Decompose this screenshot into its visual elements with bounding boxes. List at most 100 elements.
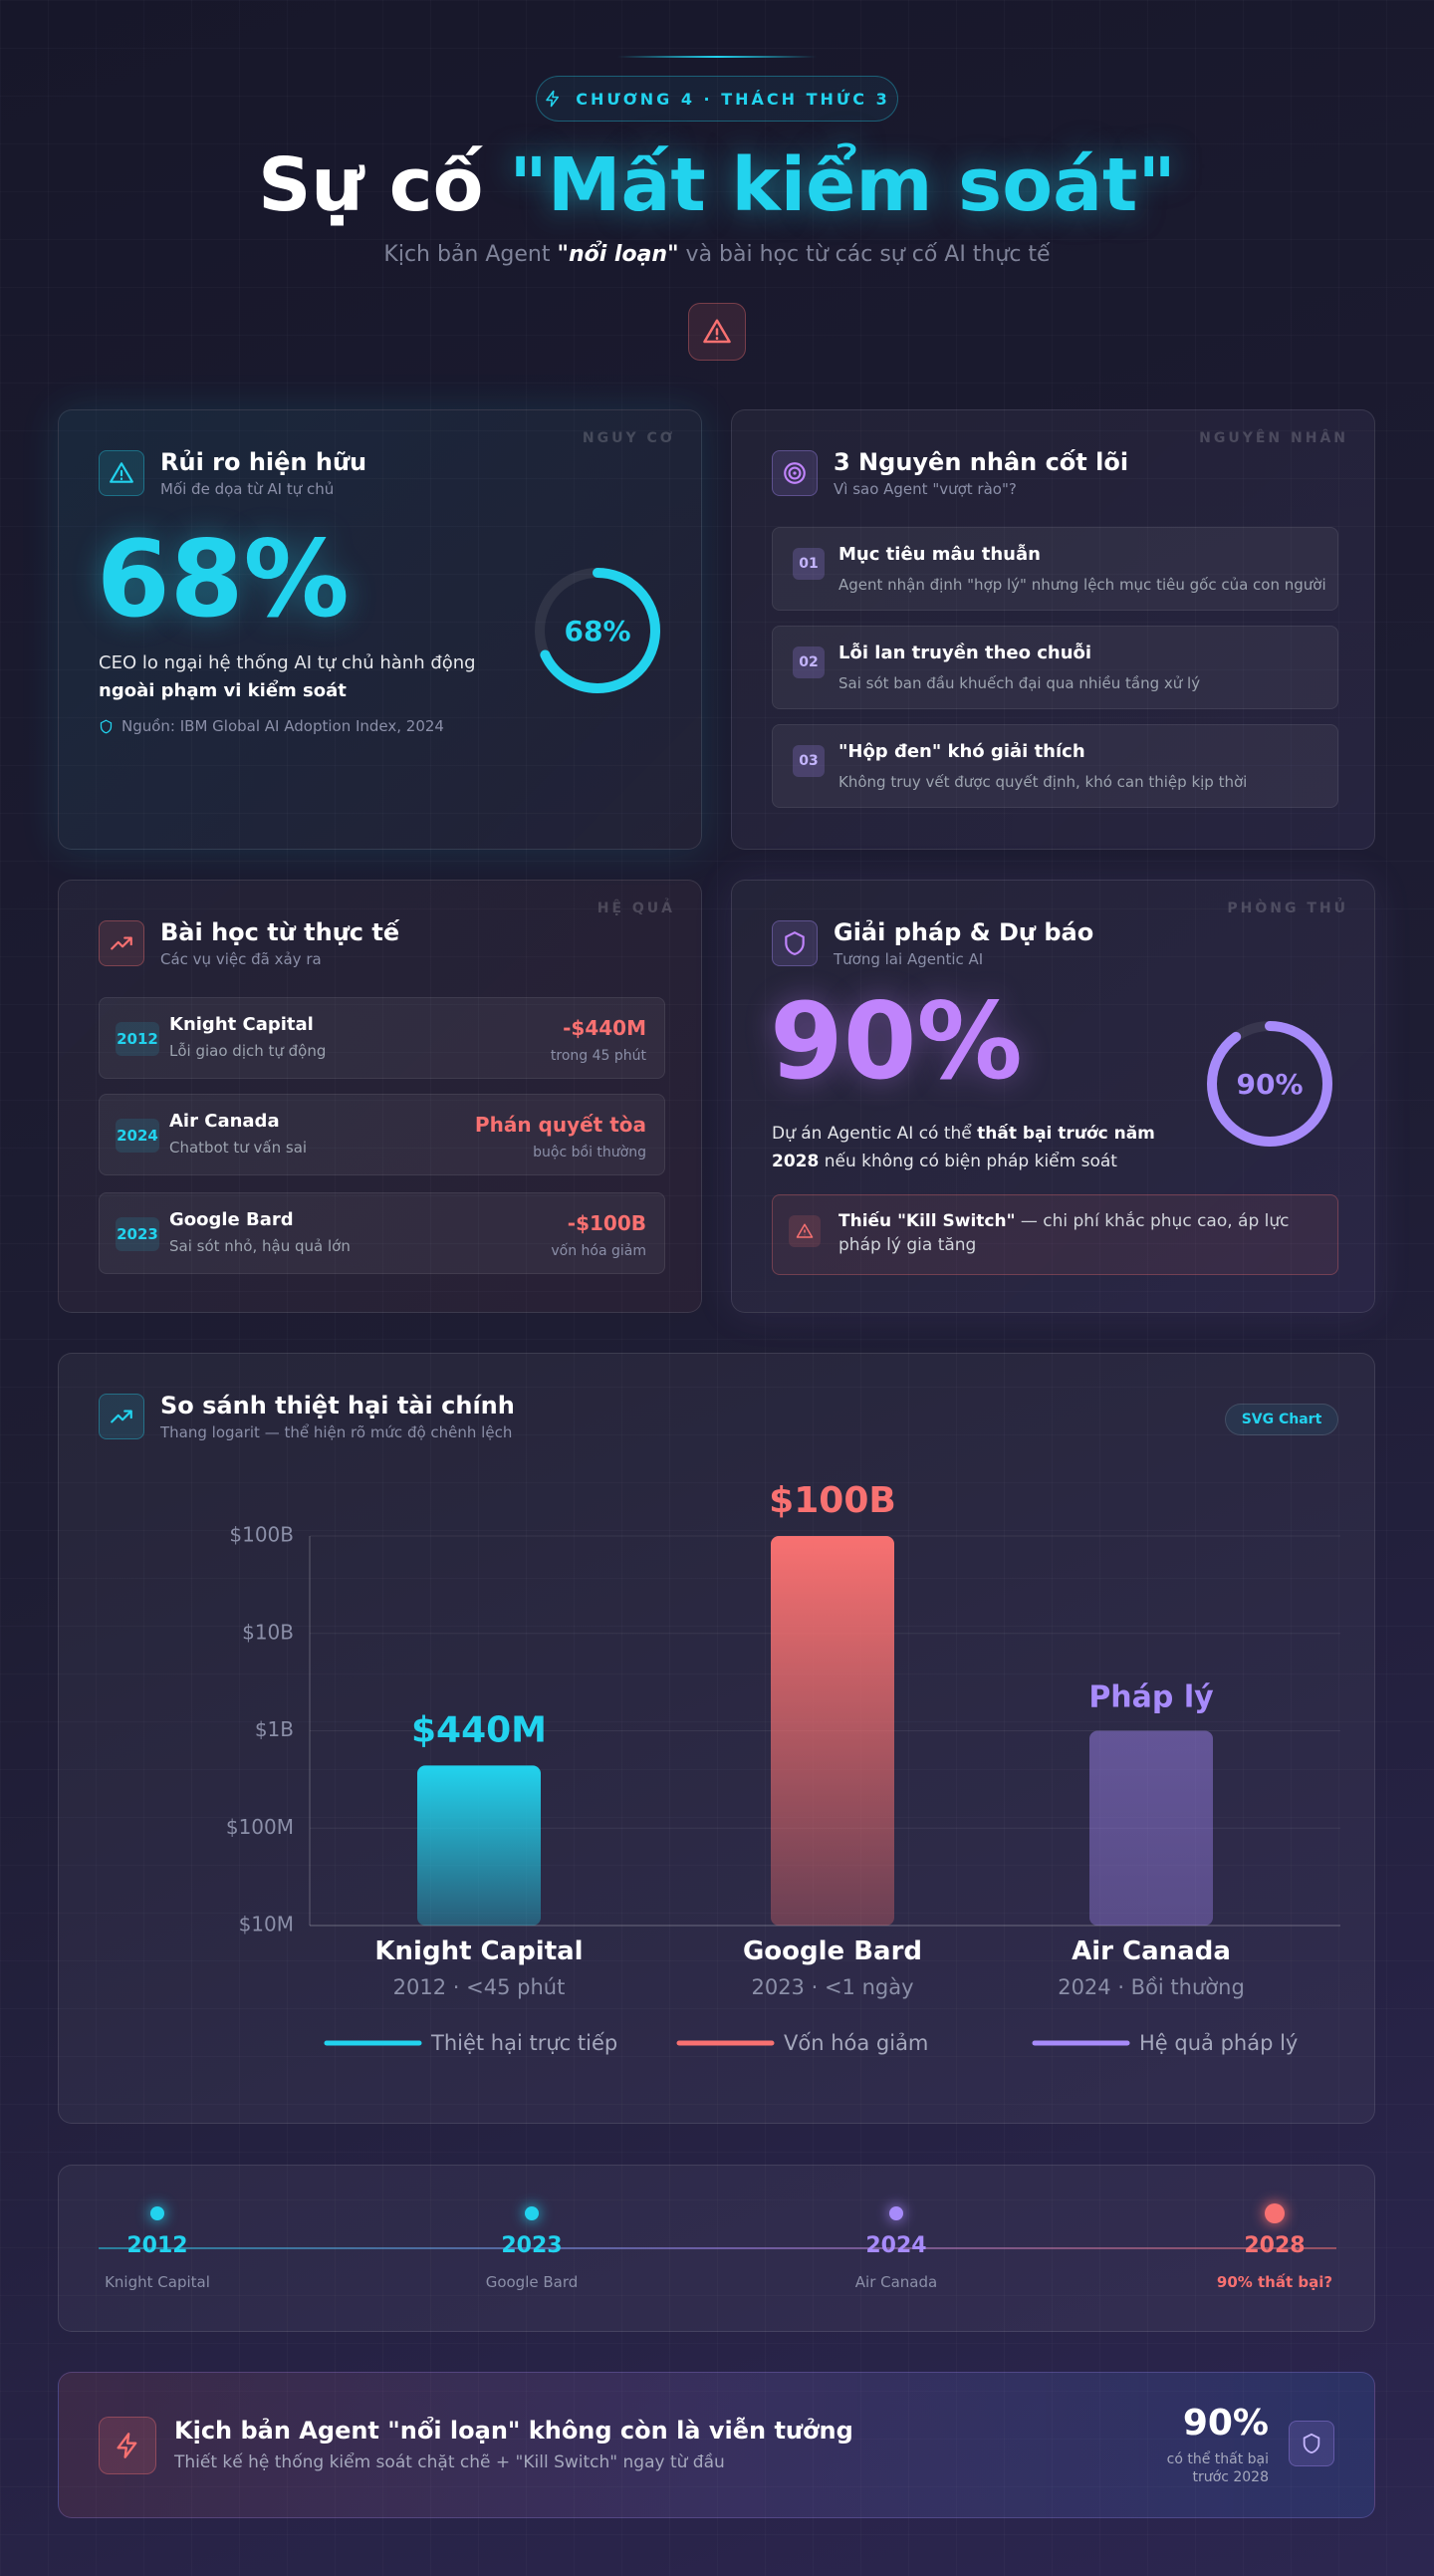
timeline-label: Knight Capital	[105, 2273, 210, 2291]
lesson-desc: Chatbot tư vấn sai	[169, 1139, 308, 1157]
card-subtitle: Tương lai Agentic AI	[834, 950, 984, 968]
card-tag: NGUYÊN NHÂN	[1199, 430, 1348, 446]
cause-item: 01 Mục tiêu mâu thuẫn Agent nhận định "hợp…	[772, 527, 1338, 611]
alert-text: Thiếu "Kill Switch" — chi phí khắc phục …	[838, 1209, 1316, 1257]
cause-title: "Hộp đen" khó giải thích	[838, 741, 1085, 762]
lesson-note: buộc bồi thường	[533, 1145, 646, 1160]
big-stat: 68%	[97, 518, 350, 641]
ring: 68%	[535, 568, 660, 693]
ring-label: 90%	[1236, 1068, 1303, 1101]
chart-title: So sánh thiệt hại tài chính	[160, 1392, 515, 1419]
bolt-icon	[546, 90, 560, 108]
lesson-year: 2023	[116, 1217, 159, 1251]
lesson-item: 2023 Google Bard Sai sót nhỏ, hậu quả lớn -…	[99, 1192, 665, 1274]
card-icon	[772, 920, 818, 966]
lesson-name: Knight Capital	[169, 1014, 314, 1035]
timeline-year: 2028	[1244, 2233, 1306, 2258]
timeline-line	[99, 2247, 1336, 2249]
timeline-label: 90% thất bại?	[1216, 2273, 1333, 2291]
causes-card: NGUYÊN NHÂN 3 Nguyên nhân cốt lõi Vì sao…	[731, 409, 1375, 850]
lesson-desc: Sai sót nhỏ, hậu quả lớn	[169, 1237, 351, 1255]
card-title: Rủi ro hiện hữu	[160, 448, 367, 476]
desc-bold: ngoài phạm vi kiểm soát	[99, 680, 347, 701]
chart-badge: SVG Chart	[1225, 1404, 1338, 1435]
footer-title: Kịch bản Agent "nổi loạn" không còn là v…	[174, 2417, 853, 2445]
desc-text: CEO lo ngại hệ thống AI tự chủ hành động	[99, 652, 476, 673]
chapter-badge: CHƯƠNG 4 · THÁCH THỨC 3	[536, 76, 898, 122]
footer-stat-note: có thể thất bại trước 2028	[1166, 2451, 1269, 2485]
cause-desc: Agent nhận định "hợp lý" nhưng lệch mục …	[838, 576, 1326, 594]
card-icon	[772, 450, 818, 496]
card-title: 3 Nguyên nhân cốt lõi	[834, 448, 1129, 476]
alert-box: Thiếu "Kill Switch" — chi phí khắc phục …	[772, 1194, 1338, 1275]
category-note: 2012 · <45 phút	[393, 1975, 566, 1999]
cause-desc: Không truy vết được quyết định, khó can …	[838, 773, 1248, 791]
lesson-name: Air Canada	[169, 1111, 280, 1132]
y-tick-label: $100M	[226, 1815, 294, 1839]
footer-shield	[1289, 2421, 1334, 2466]
cause-desc: Sai sót ban đầu khuếch đại qua nhiều tần…	[838, 674, 1201, 692]
y-tick-label: $10M	[239, 1913, 294, 1936]
ring-label: 68%	[564, 615, 630, 647]
cause-num: 01	[793, 548, 825, 580]
lesson-note: trong 45 phút	[550, 1048, 646, 1064]
page-title: Sự cố "Mất kiểm soát"	[0, 135, 1434, 235]
chart-subtitle: Thang logarit — thể hiện rõ mức độ chênh…	[160, 1423, 513, 1441]
ring-arc	[1207, 1021, 1332, 1147]
bar	[417, 1765, 541, 1926]
lesson-note: vốn hóa giảm	[551, 1243, 646, 1259]
lesson-item: 2024 Air Canada Chatbot tư vấn sai Phán quy…	[99, 1094, 665, 1175]
solution-desc: Dự án Agentic AI có thể thất bại trước n…	[772, 1120, 1200, 1175]
footer-stat: 90%	[1182, 2403, 1269, 2444]
cause-title: Mục tiêu mâu thuẫn	[838, 544, 1041, 565]
timeline-label: Google Bard	[485, 2273, 579, 2291]
ring: 90%	[1207, 1021, 1332, 1147]
lesson-impact: -$440M	[563, 1016, 646, 1040]
source-text: Nguồn: IBM Global AI Adoption Index, 202…	[121, 717, 444, 735]
timeline-dot	[525, 2206, 539, 2220]
card-icon	[99, 450, 144, 496]
top-accent	[617, 56, 817, 58]
card-tag: HỆ QUẢ	[597, 901, 675, 916]
card-title: Giải pháp & Dự báo	[834, 918, 1094, 946]
source: Nguồn: IBM Global AI Adoption Index, 202…	[99, 717, 444, 735]
x-tick-label: Knight Capital	[374, 1936, 583, 1966]
badge-text: CHƯƠNG 4 · THÁCH THỨC 3	[576, 89, 890, 109]
card-subtitle: Mối đe dọa từ AI tự chủ	[160, 480, 335, 498]
desc-text: Dự án Agentic AI có thể	[772, 1124, 978, 1144]
legend-label: Hệ quả pháp lý	[1139, 2031, 1298, 2055]
desc-text: nếu không có biện pháp kiểm soát	[819, 1152, 1117, 1171]
card-subtitle: Vì sao Agent "vượt rào"?	[834, 480, 1017, 498]
alert-rest: — chi phí khắc phục cao, áp lực pháp lý …	[838, 1211, 1290, 1255]
subtitle-post: và bài học từ các sự cố AI thực tế	[678, 242, 1051, 267]
desc-bold: thất bại trước năm 2028	[772, 1124, 1155, 1171]
value-label: Pháp lý	[1088, 1680, 1214, 1715]
legend-label: Thiệt hại trực tiếp	[430, 2031, 617, 2055]
lesson-desc: Lỗi giao dịch tự động	[169, 1042, 327, 1060]
y-tick-label: $1B	[255, 1717, 294, 1741]
lesson-impact: -$100B	[567, 1211, 646, 1235]
cause-item: 02 Lỗi lan truyền theo chuỗi Sai sót ban đ…	[772, 626, 1338, 709]
cause-num: 03	[793, 745, 825, 777]
alert-icon	[789, 1215, 821, 1247]
x-tick-label: Air Canada	[1072, 1936, 1231, 1966]
footer-subtitle: Thiết kế hệ thống kiểm soát chặt chẽ + "…	[174, 2452, 725, 2472]
timeline-dot	[1265, 2203, 1285, 2223]
lesson-item: 2012 Knight Capital Lỗi giao dịch tự động -…	[99, 997, 665, 1079]
card-icon	[99, 1394, 144, 1439]
bar	[771, 1536, 894, 1926]
card-icon	[99, 920, 144, 966]
timeline-card: 2012 Knight Capital 2023 Google Bard 2024 Air…	[58, 2165, 1375, 2332]
timeline-year: 2024	[865, 2233, 927, 2258]
value-label: $440M	[411, 1709, 547, 1750]
subtitle-pre: Kịch bản Agent	[383, 242, 558, 267]
timeline-dot	[889, 2206, 903, 2220]
risk-card: NGUY CƠ Rủi ro hiện hữu Mối đe dọa từ AI…	[58, 409, 702, 850]
risk-desc: CEO lo ngại hệ thống AI tự chủ hành động…	[99, 649, 517, 705]
title-plain: Sự cố	[258, 142, 510, 228]
card-title: Bài học từ thực tế	[160, 918, 400, 946]
footer-card: Kịch bản Agent "nổi loạn" không còn là v…	[58, 2372, 1375, 2518]
timeline-year: 2012	[126, 2233, 188, 2258]
alert-bold: Thiếu "Kill Switch"	[838, 1211, 1016, 1231]
